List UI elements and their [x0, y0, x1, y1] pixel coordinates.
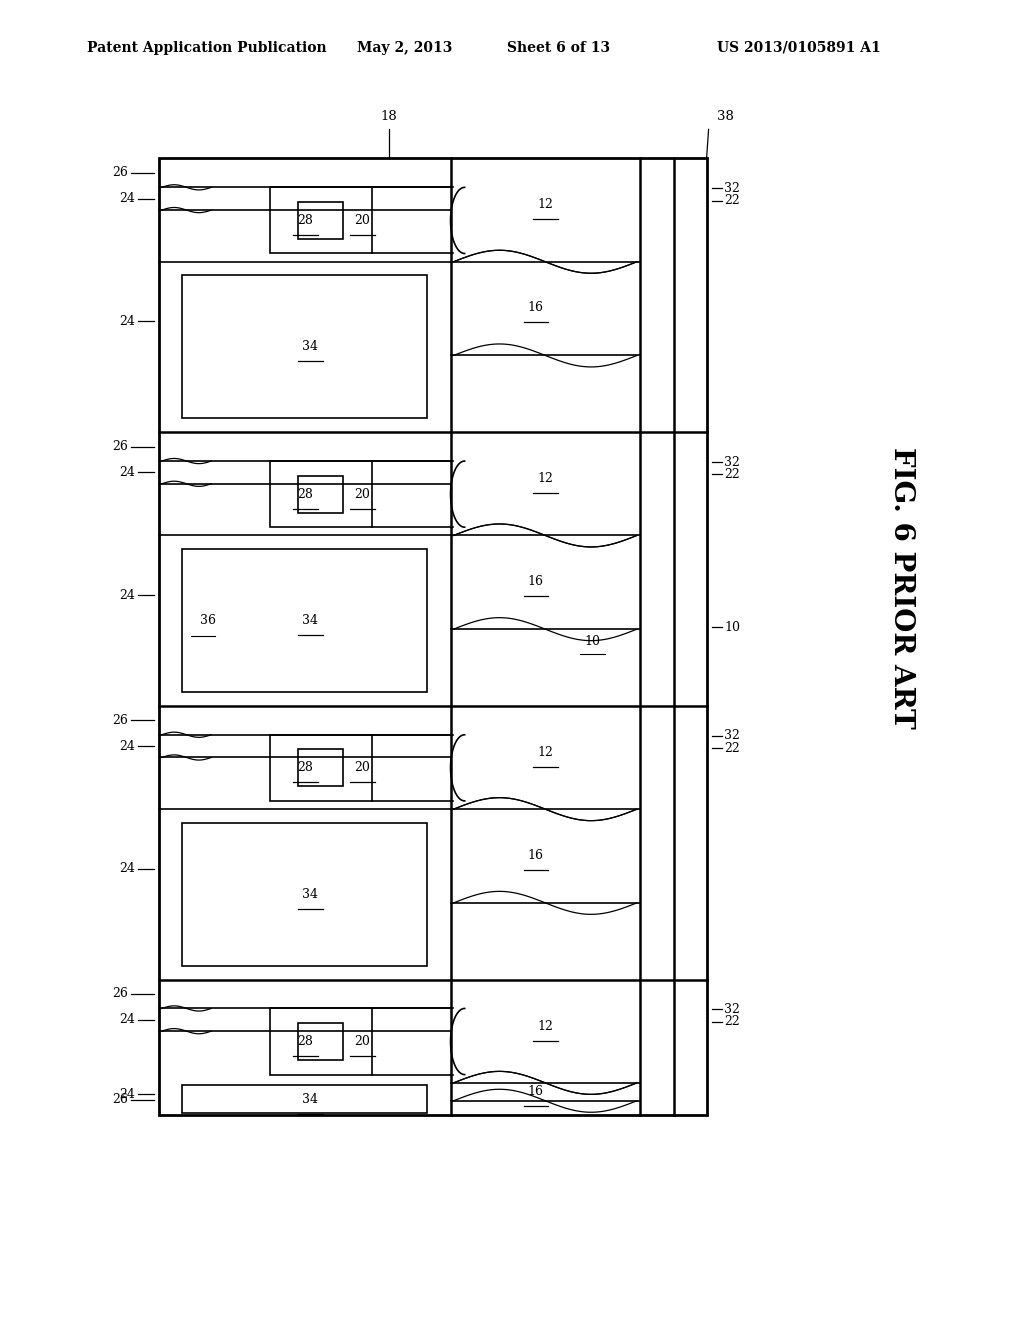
Text: 28: 28 — [297, 762, 313, 775]
Text: 24: 24 — [119, 315, 135, 327]
Text: 24: 24 — [119, 193, 135, 205]
Text: 26: 26 — [112, 987, 128, 1001]
Text: 24: 24 — [119, 1088, 135, 1101]
Text: 34: 34 — [302, 1093, 318, 1106]
Text: 16: 16 — [527, 849, 544, 862]
Bar — [159, 158, 707, 1115]
Text: 22: 22 — [724, 1015, 739, 1028]
Text: 10: 10 — [585, 635, 601, 648]
Bar — [298, 202, 343, 239]
Text: 26: 26 — [112, 1093, 128, 1106]
Text: 22: 22 — [724, 469, 739, 480]
Bar — [298, 475, 343, 512]
Text: 16: 16 — [527, 1085, 544, 1098]
Text: 12: 12 — [538, 1019, 553, 1032]
Bar — [182, 1085, 427, 1113]
Text: 34: 34 — [302, 614, 318, 627]
Bar — [269, 461, 372, 527]
Text: 10: 10 — [724, 620, 740, 634]
Text: 28: 28 — [297, 487, 313, 500]
Text: 32: 32 — [724, 182, 740, 195]
Text: 26: 26 — [112, 714, 128, 727]
Text: 32: 32 — [724, 1003, 740, 1016]
Text: 26: 26 — [112, 166, 128, 180]
Text: 34: 34 — [302, 341, 318, 354]
Text: 24: 24 — [119, 862, 135, 875]
Text: 36: 36 — [200, 614, 216, 627]
Text: 28: 28 — [297, 1035, 313, 1048]
Text: 18: 18 — [381, 110, 397, 123]
Bar — [182, 822, 427, 966]
Text: 12: 12 — [538, 473, 553, 486]
Text: 24: 24 — [119, 739, 135, 752]
Text: 32: 32 — [724, 729, 740, 742]
Text: 12: 12 — [538, 746, 553, 759]
Text: 16: 16 — [527, 301, 544, 314]
Text: 22: 22 — [724, 194, 739, 207]
Bar — [269, 187, 372, 253]
Text: Patent Application Publication: Patent Application Publication — [87, 41, 327, 54]
Text: 12: 12 — [538, 198, 553, 211]
Bar — [298, 1023, 343, 1060]
Text: 26: 26 — [112, 440, 128, 453]
Text: 20: 20 — [354, 214, 371, 227]
Text: May 2, 2013: May 2, 2013 — [356, 41, 453, 54]
Text: 28: 28 — [297, 214, 313, 227]
Text: 24: 24 — [119, 589, 135, 602]
Text: 38: 38 — [717, 110, 733, 123]
Text: 24: 24 — [119, 1014, 135, 1027]
Bar — [298, 750, 343, 787]
Text: 20: 20 — [354, 487, 371, 500]
Text: US 2013/0105891 A1: US 2013/0105891 A1 — [717, 41, 881, 54]
Bar — [182, 549, 427, 692]
Text: 24: 24 — [119, 466, 135, 479]
Bar — [182, 276, 427, 418]
Text: 16: 16 — [527, 576, 544, 587]
Bar — [269, 1008, 372, 1074]
Text: 34: 34 — [302, 888, 318, 900]
Text: 20: 20 — [354, 1035, 371, 1048]
Text: FIG. 6 PRIOR ART: FIG. 6 PRIOR ART — [888, 446, 914, 729]
Text: 32: 32 — [724, 455, 740, 469]
Bar — [269, 735, 372, 801]
Text: 20: 20 — [354, 762, 371, 775]
Text: 22: 22 — [724, 742, 739, 755]
Text: Sheet 6 of 13: Sheet 6 of 13 — [507, 41, 609, 54]
